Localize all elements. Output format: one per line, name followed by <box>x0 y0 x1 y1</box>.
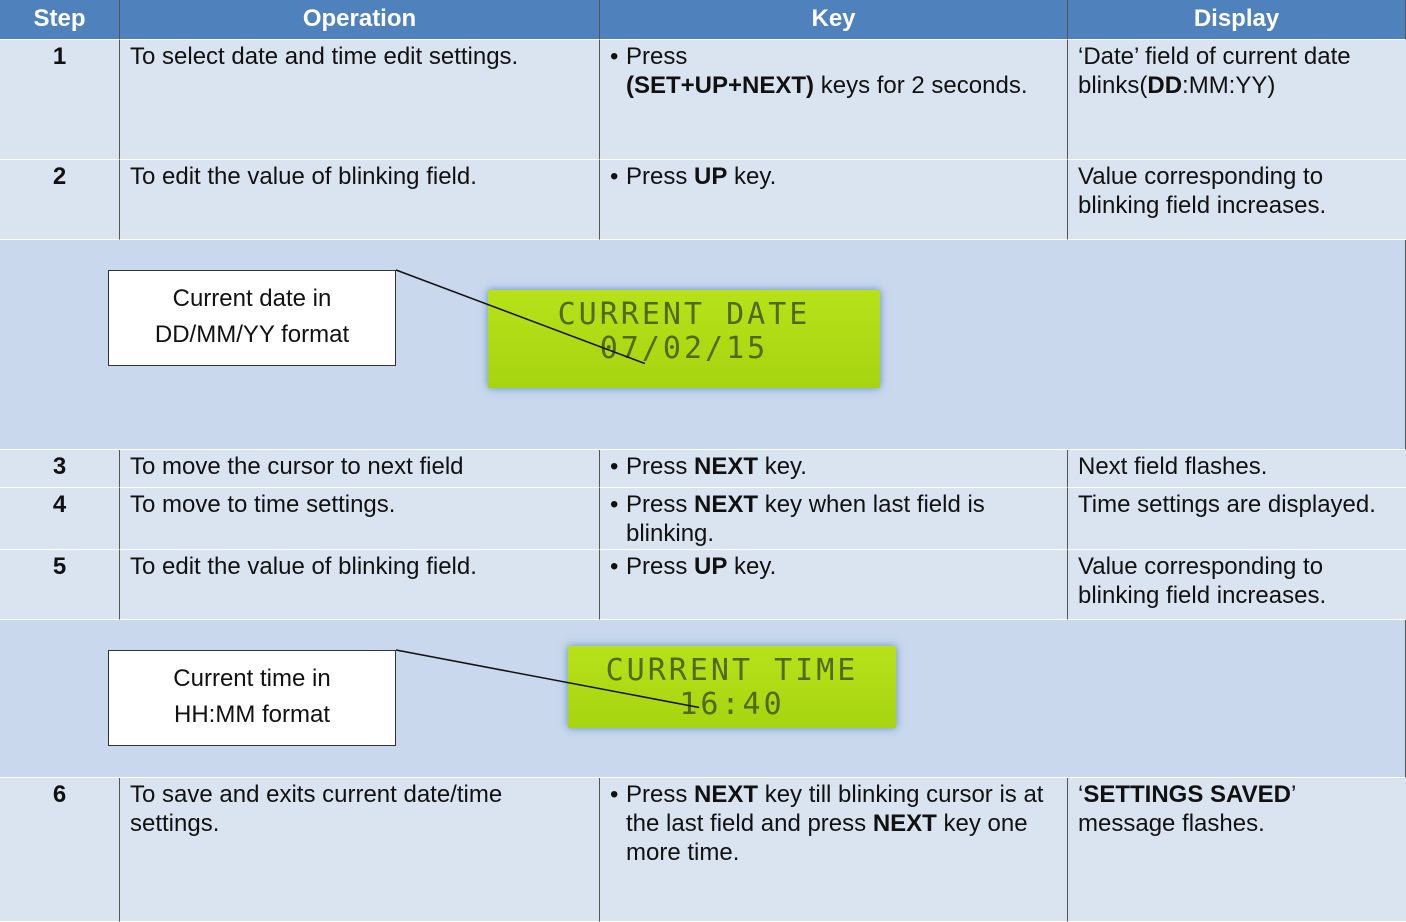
text-segment: ’ message flashes. <box>1078 781 1296 837</box>
operation-cell: To edit the value of blinking field. <box>120 160 600 240</box>
text-segment: ‘Date’ field of current date blinks( <box>1078 43 1351 99</box>
key-cell: Press NEXT key when last field is blinki… <box>600 488 1068 550</box>
text-segment: keys for 2 seconds. <box>814 72 1028 99</box>
display-cell: ‘SETTINGS SAVED’ message flashes. <box>1068 778 1406 922</box>
text-segment: Time settings are displayed. <box>1078 491 1376 518</box>
key-cell: Press NEXT key till blinking cursor is a… <box>600 778 1068 922</box>
text-segment: key when last field is blinking. <box>626 491 985 547</box>
lcd-display: CURRENT TIME 16:40 <box>568 646 896 728</box>
display-cell: Next field flashes. <box>1068 450 1406 488</box>
step-cell: 4 <box>0 488 120 550</box>
text-segment: NEXT <box>694 491 759 518</box>
text-segment: key. <box>727 163 777 190</box>
display-cell: Value corresponding to blinking field in… <box>1068 160 1406 240</box>
text-segment: key. <box>727 553 777 580</box>
lcd-line: CURRENT DATE <box>557 297 811 332</box>
operation-cell: To move the cursor to next field <box>120 450 600 488</box>
step-cell: 3 <box>0 450 120 488</box>
display-cell: ‘Date’ field of current date blinks(DD:M… <box>1068 40 1406 160</box>
header-cell: Key <box>600 0 1068 40</box>
text-segment: Press <box>626 453 695 480</box>
text-segment: NEXT <box>872 810 937 837</box>
callout-box: Current date in DD/MM/YY format <box>108 270 396 366</box>
text-segment: Press <box>626 781 695 808</box>
text-segment: (SET+UP+NEXT) <box>626 72 815 99</box>
callout-box: Current time in HH:MM format <box>108 650 396 746</box>
header-cell: Operation <box>120 0 600 40</box>
text-segment: UP <box>694 163 728 190</box>
key-cell: Press UP key. <box>600 160 1068 240</box>
text-segment: NEXT <box>694 453 759 480</box>
step-cell: 5 <box>0 550 120 620</box>
display-cell: Value corresponding to blinking field in… <box>1068 550 1406 620</box>
operation-cell: To save and exits current date/time sett… <box>120 778 600 922</box>
text-segment: DD <box>1147 72 1183 99</box>
callout-line: Current date in <box>172 285 332 312</box>
step-cell: 2 <box>0 160 120 240</box>
display-cell: Time settings are displayed. <box>1068 488 1406 550</box>
text-segment: Next field flashes. <box>1078 453 1268 480</box>
key-cell: Press(SET+UP+NEXT) keys for 2 seconds. <box>600 40 1068 160</box>
step-cell: 1 <box>0 40 120 160</box>
text-segment: key. <box>758 453 807 480</box>
key-cell: Press UP key. <box>600 550 1068 620</box>
text-segment: Press <box>626 43 688 70</box>
text-segment: key till blinking cursor is at the last … <box>626 781 1044 837</box>
text-segment: Press <box>626 163 695 190</box>
text-segment: Press <box>626 553 695 580</box>
operation-cell: To move to time settings. <box>120 488 600 550</box>
operation-cell: To select date and time edit settings. <box>120 40 600 160</box>
header-cell: Step <box>0 0 120 40</box>
text-segment: SETTINGS SAVED <box>1083 781 1291 808</box>
operation-cell: To edit the value of blinking field. <box>120 550 600 620</box>
text-segment: ‘ <box>1078 781 1084 808</box>
text-segment: key one more time. <box>626 810 1028 866</box>
callout-line: Current time in <box>173 665 331 692</box>
lcd-display: CURRENT DATE 07/02/15 <box>488 290 880 388</box>
key-cell: Press NEXT key. <box>600 450 1068 488</box>
text-segment: UP <box>694 553 728 580</box>
text-segment: Press <box>626 491 695 518</box>
text-segment: Value corresponding to blinking field in… <box>1078 163 1327 219</box>
header-cell: Display <box>1068 0 1406 40</box>
lcd-line: CURRENT TIME <box>605 653 859 688</box>
callout-line: HH:MM format <box>174 701 330 728</box>
text-segment: NEXT <box>694 781 759 808</box>
lcd-line: 16:40 <box>679 687 785 722</box>
step-cell: 6 <box>0 778 120 922</box>
callout-line: DD/MM/YY format <box>154 321 350 348</box>
text-segment: :MM:YY) <box>1182 72 1276 99</box>
text-segment: Value corresponding to blinking field in… <box>1078 553 1327 609</box>
lcd-line: 07/02/15 <box>599 331 769 366</box>
